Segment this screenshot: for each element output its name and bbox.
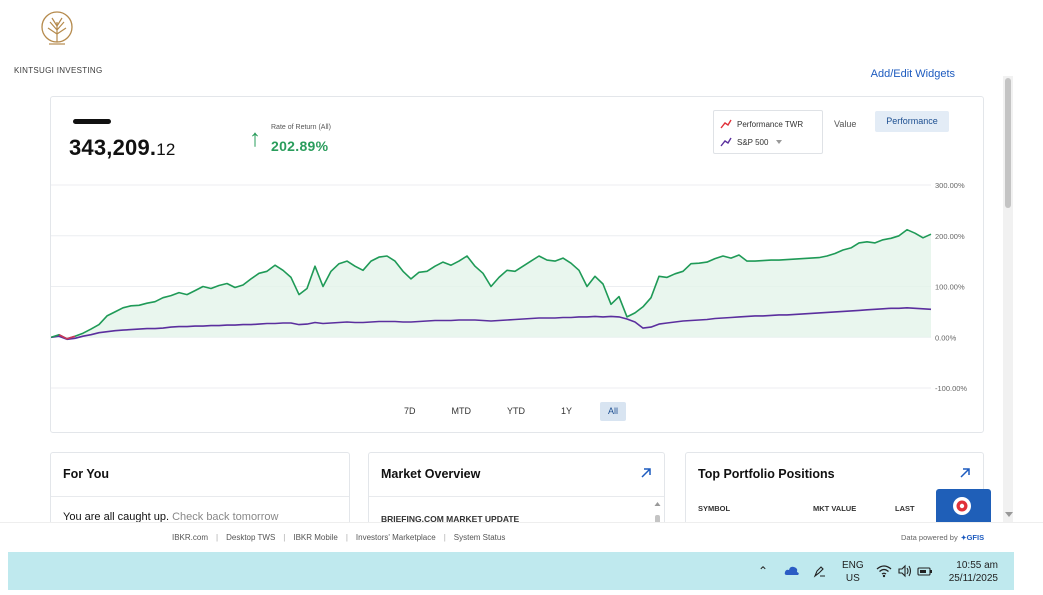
line-trend-icon — [720, 137, 732, 147]
portfolio-chart-card: 343,209.12 ↑ Rate of Return (All) 202.89… — [50, 96, 984, 433]
toggle-value[interactable]: Value — [834, 119, 857, 129]
divider — [51, 496, 349, 497]
external-link-icon[interactable] — [640, 467, 652, 479]
scroll-down-icon[interactable] — [1005, 512, 1013, 517]
lang-code: ENG — [842, 560, 864, 571]
widget-title: Market Overview — [381, 467, 481, 481]
balance-cents: 12 — [156, 140, 176, 159]
column-header-symbol[interactable]: SYMBOL — [698, 504, 731, 513]
range-mtd[interactable]: MTD — [451, 406, 472, 416]
redacted-account-label — [73, 119, 111, 124]
legend-item-performance[interactable]: Performance TWR — [720, 119, 803, 129]
y-tick-label: 100.00% — [935, 283, 965, 292]
chat-assistant-button[interactable] — [936, 489, 991, 527]
legend-label-performance: Performance TWR — [737, 119, 804, 129]
range-1y[interactable]: 1Y — [561, 406, 573, 416]
for-you-widget: For You You are all caught up. Check bac… — [50, 452, 350, 532]
footer-link-ibkr[interactable]: IBKR.com — [172, 533, 209, 542]
range-selector: 7D MTD YTD 1Y All — [396, 402, 646, 421]
widget-title: Top Portfolio Positions — [698, 467, 835, 481]
chevron-up-icon[interactable]: ⌃ — [758, 564, 769, 578]
powered-by-label: Data powered by — [901, 533, 958, 542]
system-clock[interactable]: 10:55 am 25/11/2025 — [944, 559, 998, 585]
portfolio-series-line — [51, 228, 932, 340]
lang-region: US — [845, 573, 860, 584]
divider — [369, 496, 664, 497]
column-header-last[interactable]: LAST — [895, 504, 915, 513]
clock-time: 10:55 am — [956, 560, 998, 571]
top-positions-widget: Top Portfolio Positions SYMBOL MKT VALUE… — [685, 452, 984, 532]
wifi-icon[interactable] — [876, 564, 892, 578]
message-text: You are all caught up. — [63, 511, 170, 523]
footer-links: IBKR.com | Desktop TWS | IBKR Mobile | Inve… — [172, 533, 506, 542]
legend-item-benchmark[interactable]: S&P 500 — [720, 137, 783, 147]
for-you-message: You are all caught up. Check back tomorr… — [63, 511, 278, 523]
rate-of-return-value: 202.89% — [271, 138, 329, 154]
brand-name: KINTSUGI INVESTING — [14, 66, 103, 75]
widget-title: For You — [63, 467, 110, 481]
y-tick-label: 0.00% — [935, 333, 957, 342]
line-trend-icon — [720, 119, 732, 129]
y-tick-label: 300.00% — [935, 181, 965, 190]
portfolio-area — [51, 229, 931, 339]
scrollbar-thumb[interactable] — [1005, 78, 1011, 208]
y-tick-label: 200.00% — [935, 232, 965, 241]
battery-icon[interactable] — [917, 564, 933, 578]
footer-link-system-status[interactable]: System Status — [453, 533, 506, 542]
range-all[interactable]: All — [600, 402, 627, 421]
pen-input-icon[interactable] — [812, 564, 826, 578]
page-scrollbar[interactable] — [1003, 76, 1013, 522]
rate-of-return-label: Rate of Return (All) — [271, 124, 331, 131]
range-7d[interactable]: 7D — [404, 406, 416, 416]
range-ytd[interactable]: YTD — [507, 406, 526, 416]
powered-by-brand[interactable]: ✦GFIS — [960, 533, 985, 542]
arrow-up-icon: ↑ — [249, 125, 261, 152]
market-update-heading: BRIEFING.COM MARKET UPDATE — [381, 514, 520, 524]
portfolio-balance: 343,209.12 — [69, 135, 176, 161]
balance-main: 343,209. — [69, 135, 157, 160]
legend-label-benchmark: S&P 500 — [737, 137, 769, 147]
page-footer: IBKR.com | Desktop TWS | IBKR Mobile | Inve… — [0, 522, 1043, 550]
tree-logo-icon — [41, 11, 73, 45]
cloud-sync-icon[interactable] — [784, 564, 800, 578]
os-taskbar: ⌃ ENG US 10:55 am 25/11/2025 — [8, 552, 1014, 590]
footer-link-ibkr-mobile[interactable]: IBKR Mobile — [293, 533, 338, 542]
y-tick-label: -100.00% — [935, 384, 967, 392]
data-powered-by: Data powered by ✦GFIS — [901, 533, 984, 542]
footer-link-desktop-tws[interactable]: Desktop TWS — [226, 533, 276, 542]
footer-link-marketplace[interactable]: Investors' Marketplace — [355, 533, 436, 542]
language-indicator[interactable]: ENG US — [842, 559, 864, 585]
volume-icon[interactable] — [897, 564, 913, 578]
chevron-down-icon[interactable] — [776, 140, 783, 144]
external-link-icon[interactable] — [959, 467, 971, 479]
clock-date: 25/11/2025 — [948, 573, 998, 584]
market-overview-widget: Market Overview BRIEFING.COM MARKET UPDA… — [368, 452, 665, 532]
benchmark-series-line — [51, 307, 932, 341]
add-edit-widgets-link[interactable]: Add/Edit Widgets — [870, 68, 955, 80]
column-header-market-value[interactable]: MKT VALUE — [813, 504, 857, 513]
performance-line-chart: 300.00% 200.00% 100.00% 0.00% -100.00% — [51, 181, 967, 392]
negative-return-segment — [58, 333, 76, 340]
brand-logo[interactable]: KINTSUGI INVESTING — [14, 10, 104, 75]
chart-legend: Performance TWR S&P 500 — [713, 110, 823, 154]
toggle-performance[interactable]: Performance — [875, 111, 949, 132]
message-muted: Check back tomorrow — [172, 511, 279, 523]
